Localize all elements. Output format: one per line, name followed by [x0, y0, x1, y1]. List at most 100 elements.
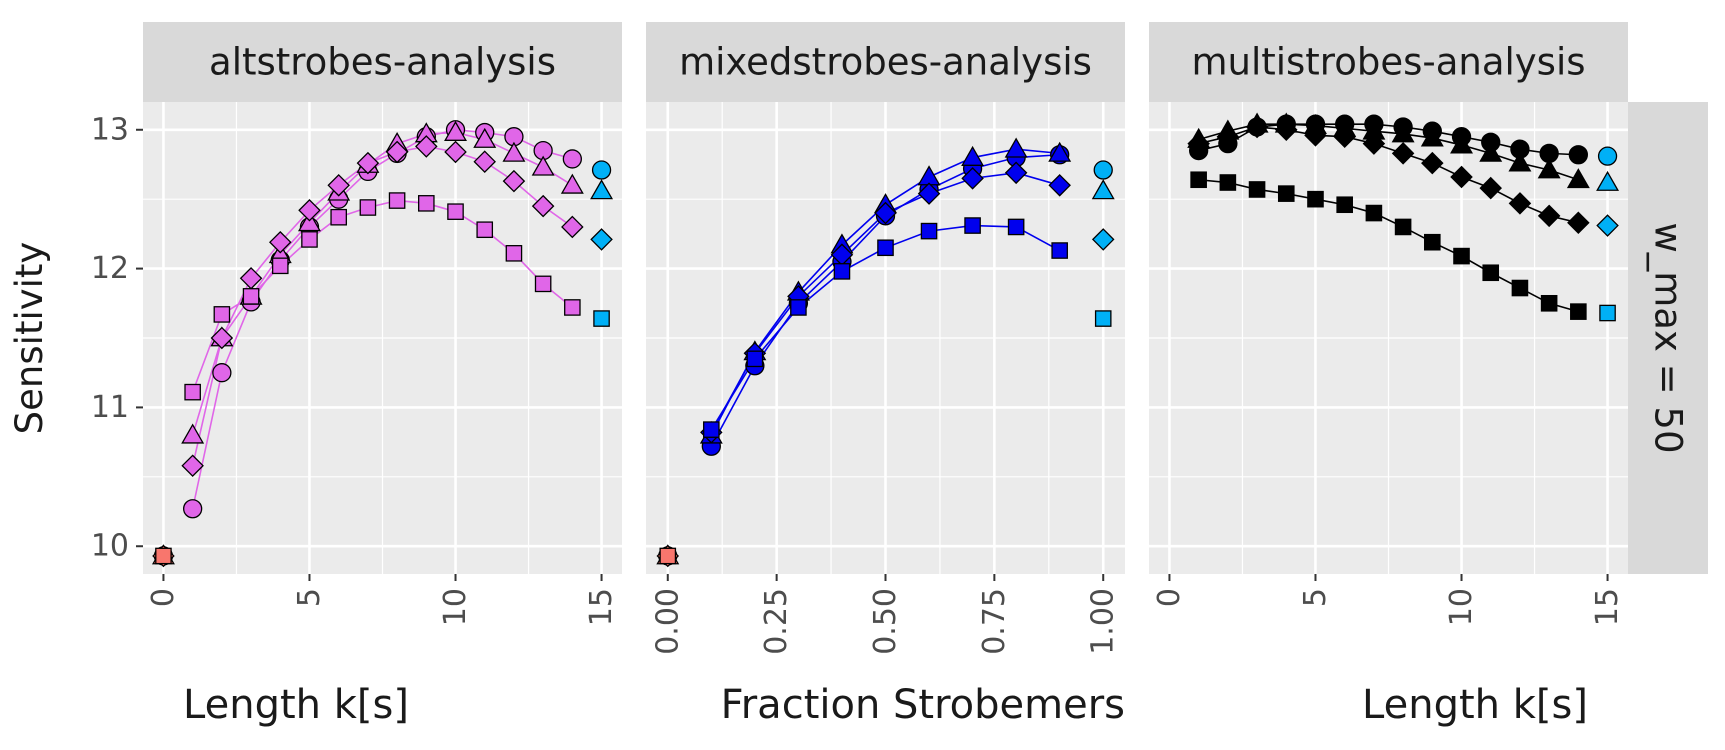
data-point-square: [1540, 294, 1558, 312]
facet-row-label: w_max = 50: [1647, 223, 1690, 454]
x-tick-label: 0.25: [759, 588, 794, 655]
data-point-square: [242, 288, 260, 305]
facet-strip-bg: [143, 22, 622, 102]
data-point-square: [1511, 279, 1529, 297]
x-tick-label: 0: [1152, 588, 1187, 607]
reference-point-diamond: [1596, 214, 1619, 237]
data-point-square: [418, 195, 435, 212]
data-point-diamond: [1421, 151, 1444, 175]
data-point-square: [301, 231, 318, 248]
x-axis-label: Length k[s]: [1362, 682, 1588, 728]
data-point-diamond: [874, 201, 897, 225]
data-point-square: [964, 217, 981, 234]
reference-point-triangle: [1596, 170, 1620, 191]
x-tick-label: 10: [1444, 588, 1479, 626]
data-point-square: [271, 257, 289, 275]
data-point-diamond: [356, 151, 380, 175]
data-point-diamond: [961, 167, 984, 190]
data-point-diamond: [531, 194, 555, 218]
data-point-square: [703, 421, 720, 438]
data-point-triangle: [1537, 158, 1561, 179]
data-point-triangle: [1450, 133, 1473, 154]
facet-panels: altstrobes-analysis 10 11 12 13 0 5 10 15 Length …: [91, 22, 1628, 728]
x-tick-label: 0.00: [650, 588, 685, 655]
x-tick-label: 10: [438, 588, 473, 626]
data-point-square: [746, 350, 764, 368]
facet-panel-2: mixedstrobes-analysis 0.00 0.25 0.50 0.75 1.0…: [646, 22, 1125, 728]
data-point-diamond: [1048, 174, 1071, 197]
data-point-square: [1570, 303, 1587, 320]
reference-point-circle: [1093, 160, 1113, 180]
x-tick-label: 0.50: [868, 588, 903, 655]
data-point-square: [1424, 233, 1441, 251]
data-point-square: [213, 306, 231, 323]
y-tick-label: 12: [91, 251, 129, 286]
data-point-triangle: [1391, 122, 1415, 143]
reference-point-diamond: [1091, 228, 1115, 251]
data-point-diamond: [1304, 124, 1327, 147]
facet-strip-bg: [1149, 22, 1628, 102]
data-point-diamond: [1362, 132, 1386, 155]
data-point-triangle: [531, 155, 555, 176]
data-point-square: [388, 192, 406, 209]
data-point-diamond: [1479, 176, 1502, 200]
data-point-circle: [212, 363, 232, 383]
reference-point-diamond: [590, 228, 613, 251]
x-tick-label: 0: [146, 588, 181, 607]
data-point-triangle: [181, 423, 205, 444]
data-point-square: [920, 222, 938, 240]
data-point-square: [1453, 247, 1470, 265]
data-point-diamond: [917, 182, 941, 205]
data-point-square: [359, 199, 377, 216]
data-point-square: [534, 275, 552, 293]
data-point-square: [1007, 218, 1025, 236]
x-axis-label: Length k[s]: [183, 682, 409, 728]
reference-point-circle: [591, 160, 612, 180]
data-point-diamond: [444, 140, 467, 164]
data-point-square: [1277, 185, 1295, 202]
data-point-diamond: [385, 140, 409, 164]
data-point-square: [505, 245, 523, 262]
y-axis-label: Sensitivity: [8, 242, 51, 435]
data-point-diamond: [181, 454, 204, 477]
data-point-circle: [1568, 145, 1588, 165]
y-tick-label: 10: [91, 529, 129, 564]
data-point-square: [564, 299, 581, 316]
data-point-triangle: [502, 141, 526, 162]
facet-panel-3: multistrobes-analysis 0 5 10 15 Length k[s]: [1149, 22, 1628, 728]
data-point-diamond: [415, 135, 438, 158]
data-point-triangle: [560, 173, 584, 194]
reference-point-square: [1599, 304, 1616, 322]
reference-point-square: [593, 310, 610, 327]
data-point-diamond: [298, 199, 321, 222]
x-tick-label: 5: [1298, 588, 1333, 607]
data-point-diamond: [1567, 211, 1590, 235]
x-tick-label: 5: [292, 588, 327, 607]
data-point-triangle: [961, 145, 985, 166]
data-point-square: [330, 208, 347, 226]
data-point-diamond: [561, 215, 584, 239]
data-point-triangle: [444, 120, 467, 141]
data-point-diamond: [1333, 125, 1356, 148]
data-point-triangle: [1004, 137, 1028, 158]
y-tick-label: 11: [91, 390, 129, 425]
baseline-point-square: [659, 547, 677, 565]
data-point-square: [1394, 218, 1412, 236]
data-point-triangle: [1566, 168, 1590, 189]
data-point-square: [1365, 204, 1383, 222]
data-point-diamond: [1216, 125, 1240, 148]
data-point-diamond: [269, 230, 292, 254]
reference-point-triangle: [590, 179, 614, 200]
data-point-square: [790, 299, 807, 316]
data-point-circle: [562, 149, 582, 169]
facet-strip-right: w_max = 50: [1628, 102, 1708, 574]
facet-strip-right-bg: [1628, 102, 1708, 574]
data-point-square: [476, 221, 494, 239]
data-point-triangle: [473, 127, 497, 148]
x-axis-label: Fraction Strobemers: [721, 682, 1125, 728]
data-point-square: [184, 383, 201, 401]
facet-strip-label: multistrobes-analysis: [1191, 41, 1585, 84]
data-point-circle: [183, 499, 203, 519]
baseline-point-square: [155, 547, 172, 565]
